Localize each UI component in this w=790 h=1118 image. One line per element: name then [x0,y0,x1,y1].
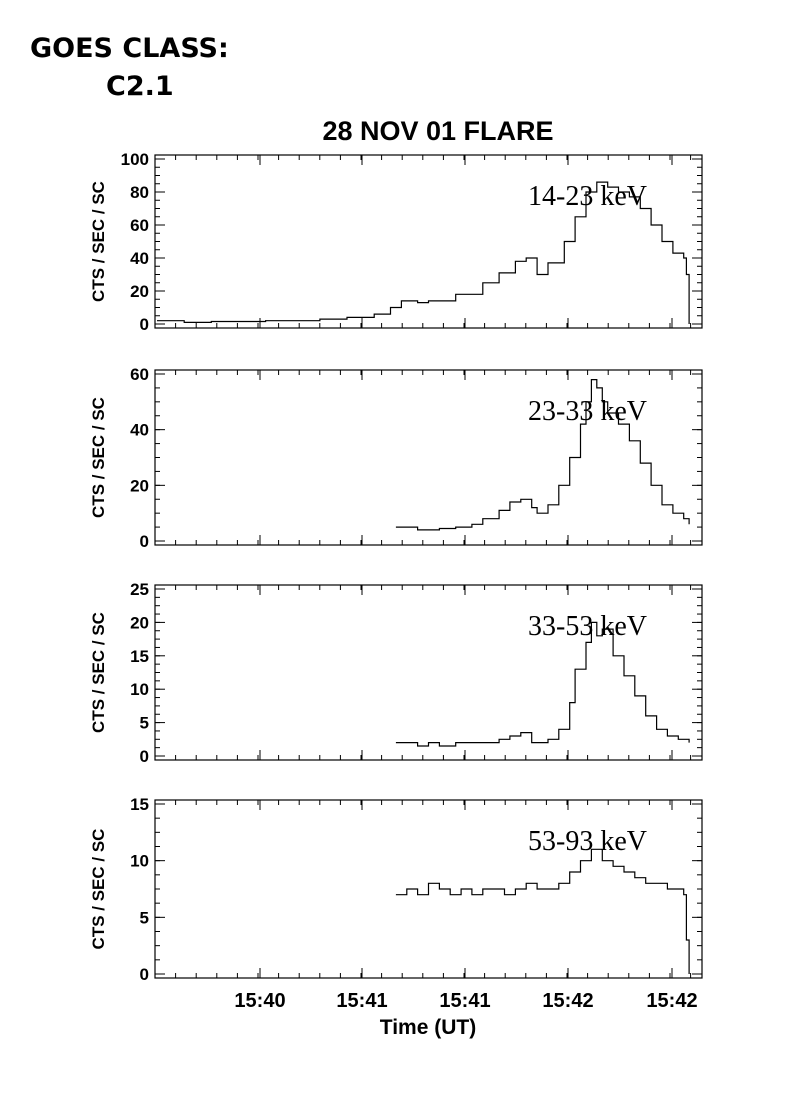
y-tick-label: 80 [130,183,149,202]
x-tick-label: 15:41 [336,990,387,1012]
y-tick-label: 60 [130,216,149,235]
x-tick-label: 15:41 [439,990,490,1012]
y-tick-label: 15 [130,647,149,666]
y-tick-label: 60 [130,365,149,384]
series-line-23-33-keV [395,379,690,531]
series-line-14-23-keV [157,181,690,324]
y-axis-label: CTS / SEC / SC [89,181,108,302]
series-line-53-93-keV [395,848,690,974]
y-tick-label: 0 [140,747,149,766]
y-tick-label: 40 [130,249,149,268]
energy-band-label: 14-23 keV [528,181,647,212]
y-tick-label: 20 [130,476,149,495]
y-tick-label: 5 [140,714,149,733]
y-tick-label: 15 [130,795,149,814]
series-line-33-53-keV [395,621,690,747]
x-tick-label: 15:42 [542,990,593,1012]
x-axis-label: Time (UT) [380,1016,476,1039]
y-tick-label: 10 [130,680,149,699]
y-axis-label: CTS / SEC / SC [89,397,108,518]
goes-class-value: C2.1 [106,71,174,102]
y-tick-label: 0 [140,532,149,551]
goes-class-label: GOES CLASS: [30,33,229,64]
y-tick-label: 0 [140,315,149,334]
y-tick-label: 0 [140,965,149,984]
goes-class-annotation: GOES CLASS: C2.1 [30,30,229,106]
x-tick-label: 15:42 [646,990,697,1012]
y-tick-label: 5 [140,908,149,927]
y-tick-label: 20 [130,613,149,632]
y-tick-label: 25 [130,580,149,599]
chart-title: 28 NOV 01 FLARE [322,116,553,146]
y-tick-label: 100 [121,150,149,169]
y-tick-label: 40 [130,421,149,440]
energy-band-label: 53-93 keV [528,826,647,857]
energy-band-label: 33-53 keV [528,611,647,642]
energy-band-label: 23-33 keV [528,396,647,427]
y-axis-label: CTS / SEC / SC [89,829,108,950]
x-tick-label: 15:40 [234,990,285,1012]
y-tick-label: 10 [130,852,149,871]
y-axis-label: CTS / SEC / SC [89,612,108,733]
y-tick-label: 20 [130,282,149,301]
